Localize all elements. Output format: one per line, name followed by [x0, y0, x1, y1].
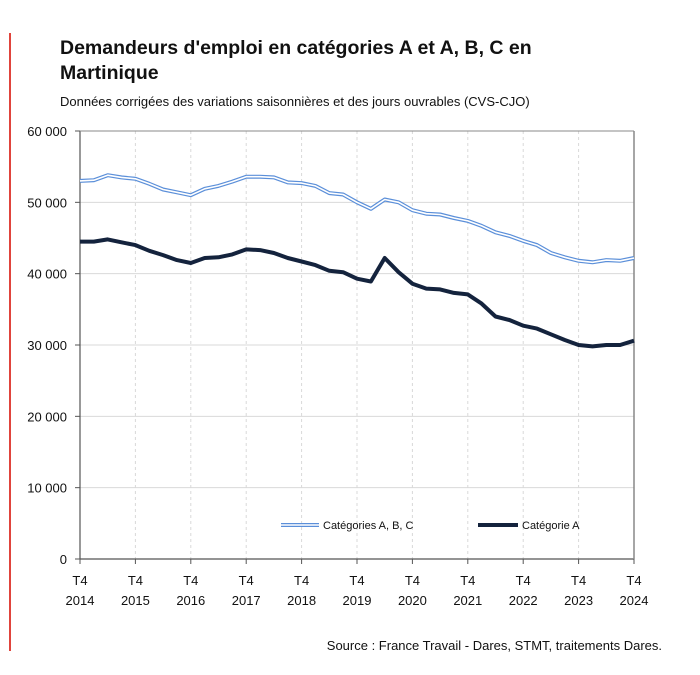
legend: Catégories A, B, C Catégorie A: [281, 520, 580, 532]
x-tick-quarter: T4: [72, 573, 87, 588]
y-tick-label: 0: [60, 552, 67, 567]
accent-bar: [9, 33, 11, 651]
x-tick-year: 2016: [176, 593, 205, 608]
x-tick-quarter: T4: [239, 573, 254, 588]
series-line: [80, 237, 635, 349]
y-tick-label: 20 000: [27, 409, 67, 424]
x-tick-year: 2023: [564, 593, 593, 608]
y-tick-label: 10 000: [27, 481, 67, 496]
source-note: Source : France Travail - Dares, STMT, t…: [326, 638, 662, 653]
y-tick-label: 40 000: [27, 267, 67, 282]
x-tick-quarter: T4: [460, 573, 475, 588]
x-tick-quarter: T4: [128, 573, 143, 588]
series-line-outer: [79, 173, 635, 265]
y-tick-label: 30 000: [27, 338, 67, 353]
x-tick-quarter: T4: [183, 573, 198, 588]
x-tick-quarter: T4: [626, 573, 641, 588]
x-tick-year: 2018: [287, 593, 316, 608]
chart-subtitle: Données corrigées des variations saisonn…: [60, 94, 530, 109]
x-tick-year: 2022: [509, 593, 538, 608]
legend-label-abc: Catégories A, B, C: [323, 520, 414, 532]
legend-label-a: Catégorie A: [522, 520, 580, 532]
x-tick-quarter: T4: [349, 573, 364, 588]
y-tick-label: 50 000: [27, 195, 67, 210]
y-tick-label: 60 000: [27, 124, 67, 139]
x-tick-year: 2024: [620, 593, 649, 608]
x-tick-quarter: T4: [294, 573, 309, 588]
series-abc: [79, 173, 635, 265]
x-tick-year: 2014: [66, 593, 95, 608]
chart-title: Demandeurs d'emploi en catégories A et A…: [60, 37, 532, 84]
x-tick-year: 2021: [453, 593, 482, 608]
x-tick-year: 2017: [232, 593, 261, 608]
x-tick-quarter: T4: [571, 573, 586, 588]
x-tick-year: 2019: [343, 593, 372, 608]
x-tick-quarter: T4: [405, 573, 420, 588]
series-line-inner: [79, 174, 635, 264]
x-tick-year: 2015: [121, 593, 150, 608]
x-tick-year: 2020: [398, 593, 427, 608]
x-tick-quarter: T4: [516, 573, 531, 588]
series-a: [80, 237, 635, 349]
